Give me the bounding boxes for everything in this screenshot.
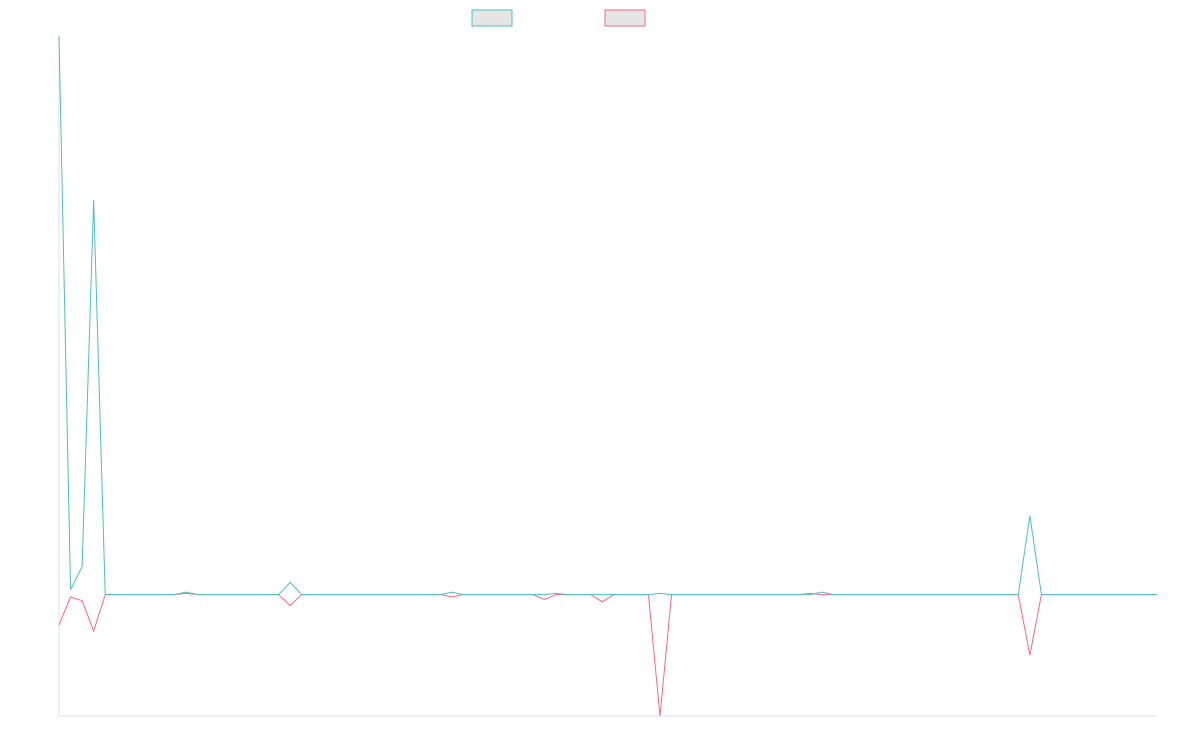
legend-swatch-series-a[interactable] <box>471 9 513 27</box>
series-line-a <box>58 35 1157 596</box>
series-line-b <box>58 592 1157 717</box>
legend-swatch-series-b[interactable] <box>604 9 646 27</box>
series-layer <box>58 35 1157 717</box>
legend[interactable] <box>471 9 646 27</box>
